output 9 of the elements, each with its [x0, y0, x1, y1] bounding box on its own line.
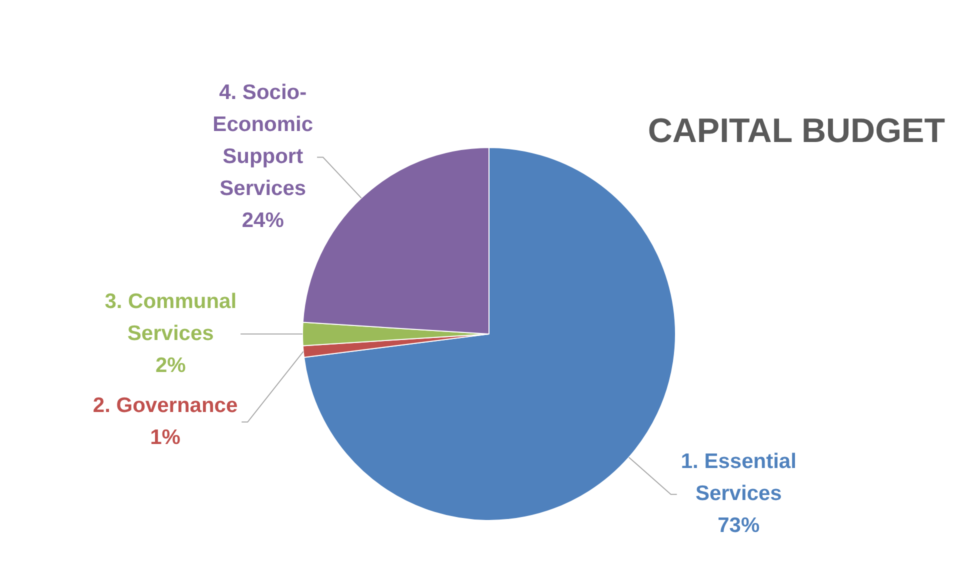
slice-label: 3. Communal Services — [104, 290, 237, 345]
data-label: 2% — [155, 354, 186, 377]
text: CAPITAL BUDGET — [648, 112, 945, 151]
data-label: 1% — [150, 426, 181, 449]
slice-label: 2. Governance — [92, 394, 238, 417]
data-label: 73% — [718, 514, 760, 538]
slice-label: 4. Socio-Economic Support Services — [212, 81, 314, 200]
slice-label: 1. Essential Services — [680, 450, 796, 506]
data-label: 24% — [242, 209, 284, 232]
